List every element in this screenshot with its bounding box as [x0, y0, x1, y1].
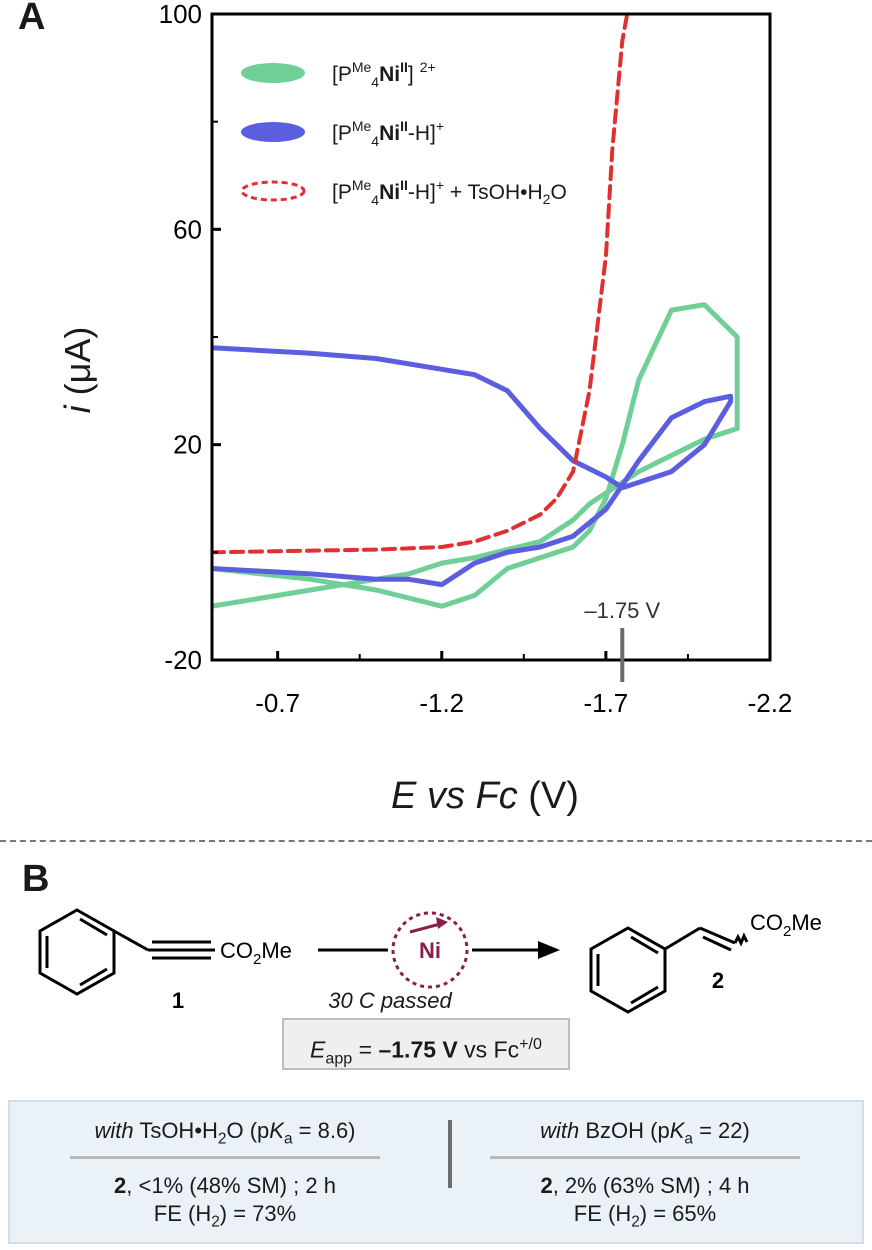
applied-potential-box: Eapp = –1.75 V vs Fc+/0 — [282, 1018, 570, 1070]
legend-swatch-ni-hydride-acid — [240, 180, 306, 202]
reaction-arrowhead — [538, 941, 560, 959]
y-axis-title: i (μA) — [57, 327, 98, 414]
series-line-0 — [212, 302, 740, 609]
benzene-ring-1 — [38, 908, 116, 996]
result-bzoh: with BzOH (pKa = 22) 2, 2% (63% SM) ; 4 … — [450, 1102, 840, 1231]
y-tick-label: -20 — [164, 645, 202, 675]
results-panel: with TsOH•H2O (pKa = 8.6) 2, <1% (48% SM… — [8, 1100, 864, 1244]
conditions-label: 30 C passed — [328, 988, 452, 1013]
legend-swatch-ni-dication — [241, 63, 305, 83]
cv-chart: 100 60 20 -20 -0.7 -1.2 -1.7 -2.2 –1.75 V E vs … — [57, 0, 793, 817]
benzene-ring-2 — [589, 926, 667, 1014]
alkyne-bond — [113, 929, 215, 960]
series-line-1 — [212, 345, 734, 588]
ni-catalyst-circle — [391, 911, 469, 989]
plot-frame — [210, 12, 772, 662]
result-bzoh-fe: FE (H2) = 65% — [573, 1201, 717, 1231]
legend: [PMe4NiII] 2+ [PMe4NiII-H]+ [PMe4NiII-H]+… — [240, 59, 567, 208]
y-tick-label: 60 — [173, 214, 202, 244]
reaction-scheme: CO2Me 1 Ni CO2Me 2 — [38, 908, 822, 1014]
legend-label-ni-dication: [PMe4NiII] 2+ — [332, 59, 436, 90]
ester-label-2: CO2Me — [750, 910, 822, 940]
result-bzoh-rule — [490, 1156, 800, 1159]
series-line-2 — [212, 14, 630, 555]
y-tick-label: 20 — [173, 430, 202, 460]
legend-swatch-ni-hydride — [241, 122, 305, 142]
legend-label-ni-hydride-acid: [PMe4NiII-H]+ + TsOH•H2O — [332, 177, 567, 208]
result-tsoh-yield: 2, <1% (48% SM) ; 2 h — [114, 1173, 336, 1198]
x-tick-label: -1.7 — [583, 688, 628, 718]
legend-label-ni-hydride: [PMe4NiII-H]+ — [332, 118, 444, 149]
ni-catalyst-label: Ni — [419, 938, 441, 963]
result-tsoh-fe: FE (H2) = 73% — [153, 1201, 297, 1231]
electron-arrow-icon — [409, 917, 448, 934]
compound-2-label: 2 — [712, 968, 724, 993]
result-bzoh-yield: 2, 2% (63% SM) ; 4 h — [540, 1173, 750, 1198]
result-tsoh-heading: with TsOH•H2O (pKa = 8.6) — [94, 1118, 356, 1148]
panel-a-label: A — [18, 0, 46, 38]
x-tick-label: -0.7 — [255, 688, 300, 718]
compound-1-label: 1 — [172, 988, 184, 1013]
x-tick-label: -1.2 — [419, 688, 464, 718]
alkene-bond — [664, 926, 749, 952]
result-tsoh: with TsOH•H2O (pKa = 8.6) 2, <1% (48% SM… — [30, 1102, 420, 1231]
ester-label-1: CO2Me — [220, 938, 292, 968]
x-axis-title: E vs Fc (V) — [391, 775, 579, 817]
section-divider — [0, 840, 872, 842]
x-tick-label: -2.2 — [748, 688, 793, 718]
results-separator — [448, 1120, 452, 1188]
result-tsoh-rule — [70, 1156, 380, 1159]
panel-b-label: B — [22, 858, 50, 900]
y-tick-label: 100 — [159, 0, 202, 29]
eapp-marker-label: –1.75 V — [584, 598, 660, 623]
result-bzoh-heading: with BzOH (pKa = 22) — [540, 1118, 750, 1148]
